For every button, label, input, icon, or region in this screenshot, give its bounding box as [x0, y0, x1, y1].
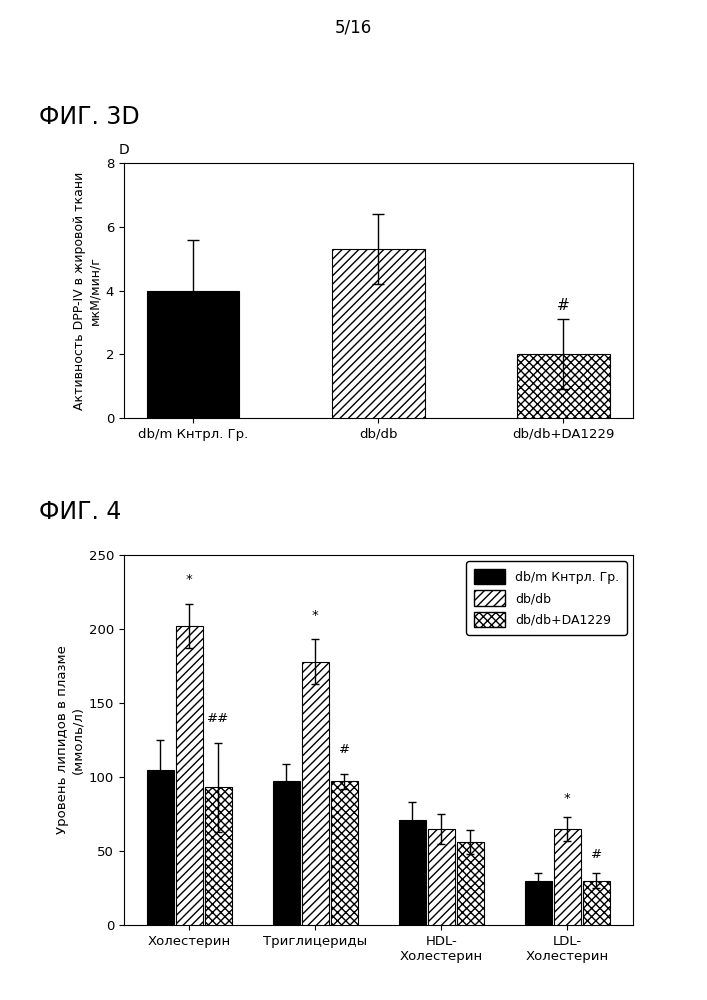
Bar [302, 662, 329, 925]
Bar [176, 626, 202, 925]
Bar [331, 781, 358, 925]
Bar [428, 829, 455, 925]
Bar [525, 881, 551, 925]
Bar [273, 781, 300, 925]
Bar [517, 354, 609, 418]
Bar [457, 842, 484, 925]
Y-axis label: Активность DPP-IV в жировой ткани
мкМ/мин/г: Активность DPP-IV в жировой ткани мкМ/ми… [74, 171, 101, 410]
Text: ФИГ. 4: ФИГ. 4 [39, 500, 122, 524]
Bar [332, 249, 424, 418]
Text: #: # [339, 743, 350, 756]
Text: *: * [564, 792, 571, 805]
Text: #: # [591, 848, 602, 861]
Text: 5/16: 5/16 [335, 18, 372, 36]
Text: ФИГ. 3D: ФИГ. 3D [39, 105, 139, 129]
Text: *: * [312, 609, 319, 622]
Text: #: # [557, 298, 570, 313]
Text: ##: ## [207, 712, 229, 725]
Bar [147, 290, 240, 418]
Legend: db/m Кнтрл. Гр., db/db, db/db+DA1229: db/m Кнтрл. Гр., db/db, db/db+DA1229 [466, 561, 626, 635]
Bar [554, 829, 580, 925]
Bar [399, 820, 426, 925]
Bar [147, 770, 173, 925]
Text: *: * [186, 573, 192, 586]
Text: D: D [119, 143, 129, 157]
Bar [583, 881, 609, 925]
Y-axis label: Уровень липидов в плазме
(ммоль/л): Уровень липидов в плазме (ммоль/л) [57, 646, 84, 834]
Bar [205, 787, 231, 925]
